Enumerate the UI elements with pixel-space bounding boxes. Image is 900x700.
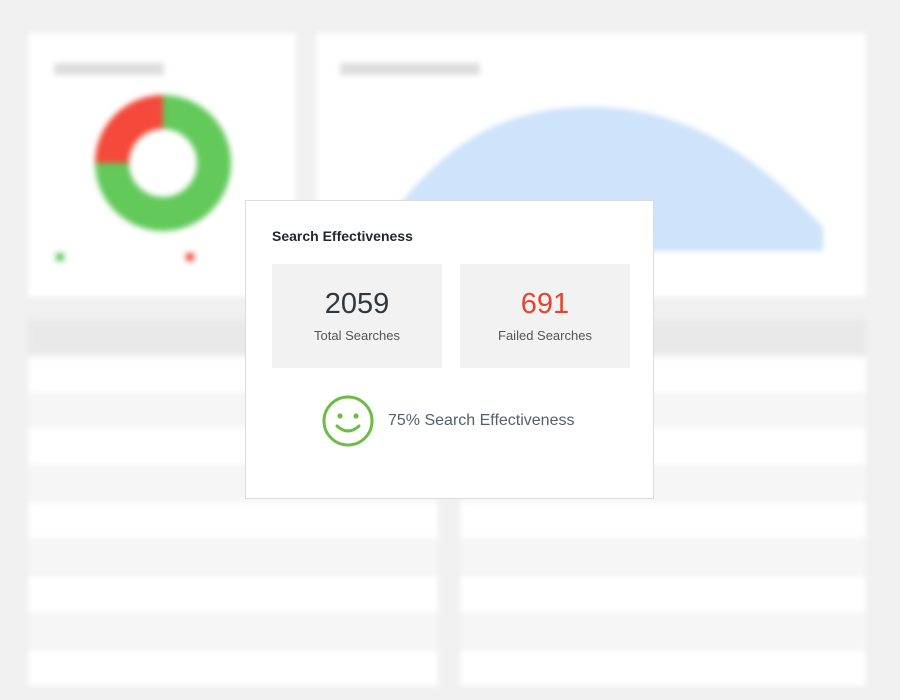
stat-box: 2059 Total Searches: [272, 264, 442, 368]
modal: Search Effectiveness 2059 Total Searches…: [245, 200, 654, 499]
stat-box: 691 Failed Searches: [460, 264, 630, 368]
effectiveness-text: 75% Search Effectiveness: [388, 412, 575, 429]
legend-swatch: [56, 253, 64, 261]
donut-slice: [95, 95, 164, 164]
modal-title: Search Effectiveness: [272, 228, 413, 244]
stat-label: Failed Searches: [498, 328, 592, 343]
smiley-icon: [322, 395, 374, 447]
placeholder: [340, 63, 480, 75]
stat-value: 691: [520, 288, 570, 320]
effectiveness: 75% Search Effectiveness: [322, 395, 575, 447]
placeholder: [54, 63, 164, 75]
stat-value: 2059: [324, 288, 390, 320]
stat-label: Total Searches: [314, 328, 400, 343]
legend-swatch: [186, 253, 194, 261]
